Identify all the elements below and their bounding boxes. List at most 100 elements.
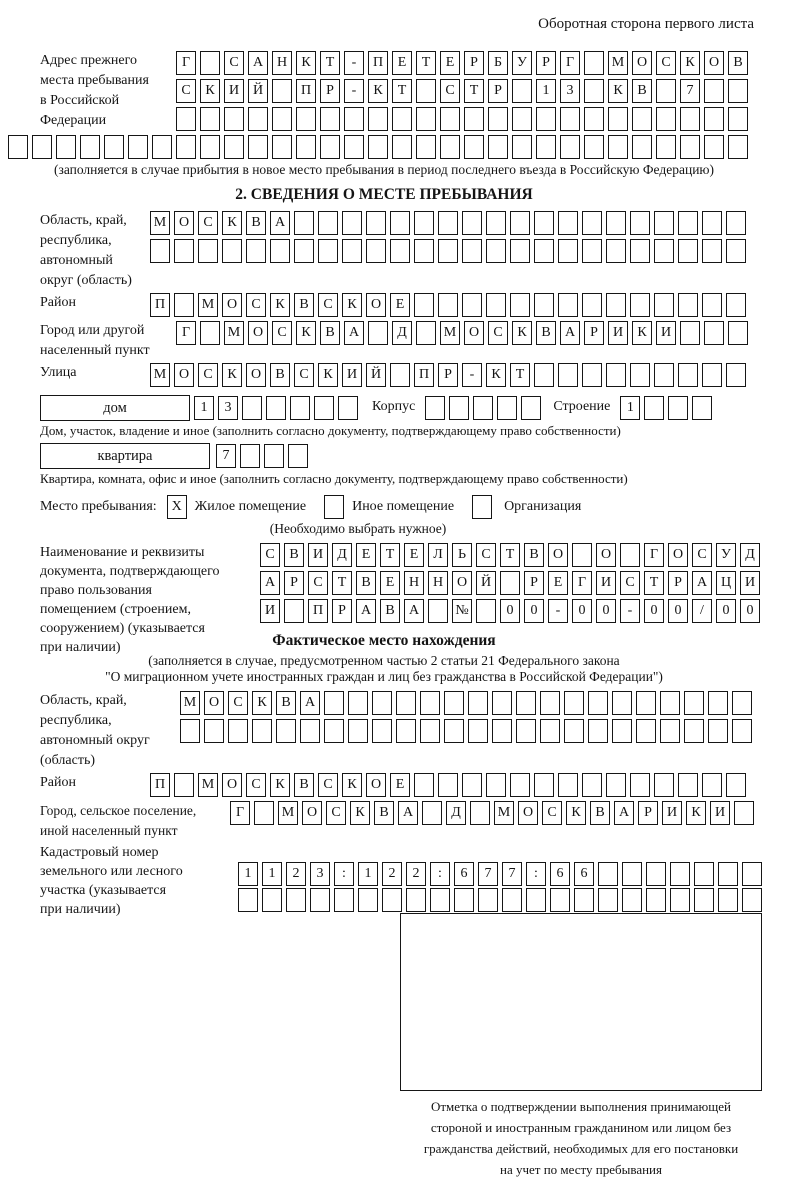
char-box[interactable]: 2 xyxy=(406,862,426,886)
char-box[interactable]: С xyxy=(228,691,248,715)
char-box[interactable]: Р xyxy=(668,571,688,595)
char-box[interactable] xyxy=(668,396,689,420)
char-box[interactable]: М xyxy=(150,211,170,235)
char-box[interactable] xyxy=(492,719,512,743)
char-box[interactable]: О xyxy=(174,363,194,387)
char-box[interactable] xyxy=(656,135,676,159)
char-box[interactable] xyxy=(704,79,724,103)
char-box[interactable]: С xyxy=(294,363,314,387)
char-box[interactable] xyxy=(392,135,412,159)
char-box[interactable]: С xyxy=(620,571,640,595)
char-box[interactable]: К xyxy=(270,773,290,797)
char-box[interactable]: Г xyxy=(176,51,196,75)
char-box[interactable]: П xyxy=(368,51,388,75)
char-box[interactable]: А xyxy=(260,571,280,595)
char-box[interactable] xyxy=(486,211,506,235)
char-box[interactable] xyxy=(497,396,518,420)
char-box[interactable] xyxy=(644,396,665,420)
char-box[interactable] xyxy=(728,79,748,103)
char-box[interactable] xyxy=(584,135,604,159)
char-box[interactable] xyxy=(612,691,632,715)
char-box[interactable] xyxy=(702,773,722,797)
char-box[interactable]: О xyxy=(222,293,242,317)
char-box[interactable]: И xyxy=(656,321,676,345)
char-box[interactable] xyxy=(284,599,304,623)
char-box[interactable] xyxy=(290,396,310,420)
char-box[interactable]: - xyxy=(462,363,482,387)
char-box[interactable] xyxy=(224,135,244,159)
char-box[interactable]: Н xyxy=(404,571,424,595)
char-box[interactable]: А xyxy=(398,801,418,825)
char-box[interactable]: Т xyxy=(464,79,484,103)
char-box[interactable]: А xyxy=(344,321,364,345)
char-box[interactable] xyxy=(176,107,196,131)
char-box[interactable]: К xyxy=(680,51,700,75)
char-box[interactable]: М xyxy=(224,321,244,345)
char-box[interactable] xyxy=(678,363,698,387)
char-box[interactable]: К xyxy=(368,79,388,103)
char-box[interactable] xyxy=(368,321,388,345)
char-box[interactable] xyxy=(510,773,530,797)
char-box[interactable] xyxy=(704,107,724,131)
char-box[interactable]: С xyxy=(488,321,508,345)
char-box[interactable] xyxy=(270,239,290,263)
char-box[interactable]: - xyxy=(344,51,364,75)
char-box[interactable]: О xyxy=(464,321,484,345)
char-box[interactable] xyxy=(622,862,642,886)
char-box[interactable]: Р xyxy=(536,51,556,75)
apartment-wide-box[interactable]: квартира xyxy=(40,443,210,469)
char-box[interactable] xyxy=(372,691,392,715)
char-box[interactable]: К xyxy=(342,293,362,317)
char-box[interactable] xyxy=(660,691,680,715)
char-box[interactable]: К xyxy=(608,79,628,103)
char-box[interactable] xyxy=(406,888,426,912)
char-box[interactable] xyxy=(702,239,722,263)
char-box[interactable]: А xyxy=(248,51,268,75)
char-box[interactable]: М xyxy=(494,801,514,825)
char-box[interactable] xyxy=(654,293,674,317)
char-box[interactable] xyxy=(449,396,470,420)
char-box[interactable] xyxy=(416,135,436,159)
char-box[interactable] xyxy=(414,239,434,263)
char-box[interactable]: А xyxy=(692,571,712,595)
char-box[interactable]: 7 xyxy=(478,862,498,886)
char-box[interactable] xyxy=(286,888,306,912)
char-box[interactable]: 0 xyxy=(572,599,592,623)
char-box[interactable]: Т xyxy=(380,543,400,567)
char-box[interactable] xyxy=(572,543,592,567)
char-box[interactable]: В xyxy=(320,321,340,345)
char-box[interactable]: - xyxy=(548,599,568,623)
char-box[interactable]: - xyxy=(620,599,640,623)
char-box[interactable] xyxy=(324,719,344,743)
char-box[interactable] xyxy=(588,691,608,715)
char-box[interactable]: 0 xyxy=(740,599,760,623)
checkbox-residential[interactable]: X xyxy=(166,495,187,519)
char-box[interactable] xyxy=(310,888,330,912)
char-box[interactable] xyxy=(266,396,286,420)
char-box[interactable]: Д xyxy=(332,543,352,567)
char-box[interactable]: С xyxy=(246,293,266,317)
char-box[interactable] xyxy=(606,773,626,797)
char-box[interactable]: Е xyxy=(390,293,410,317)
char-box[interactable]: К xyxy=(566,801,586,825)
char-box[interactable] xyxy=(560,135,580,159)
char-box[interactable] xyxy=(502,888,522,912)
char-box[interactable]: П xyxy=(414,363,434,387)
char-box[interactable] xyxy=(318,211,338,235)
char-box[interactable] xyxy=(564,719,584,743)
char-box[interactable] xyxy=(646,862,666,886)
char-box[interactable]: А xyxy=(560,321,580,345)
char-box[interactable] xyxy=(486,239,506,263)
char-box[interactable] xyxy=(176,135,196,159)
char-box[interactable] xyxy=(104,135,124,159)
char-box[interactable]: В xyxy=(590,801,610,825)
char-box[interactable] xyxy=(704,321,724,345)
char-box[interactable] xyxy=(438,293,458,317)
char-box[interactable] xyxy=(726,293,746,317)
char-box[interactable] xyxy=(632,135,652,159)
char-box[interactable] xyxy=(396,719,416,743)
char-box[interactable]: К xyxy=(222,363,242,387)
char-box[interactable]: В xyxy=(246,211,266,235)
char-box[interactable]: 0 xyxy=(644,599,664,623)
char-box[interactable]: Г xyxy=(560,51,580,75)
